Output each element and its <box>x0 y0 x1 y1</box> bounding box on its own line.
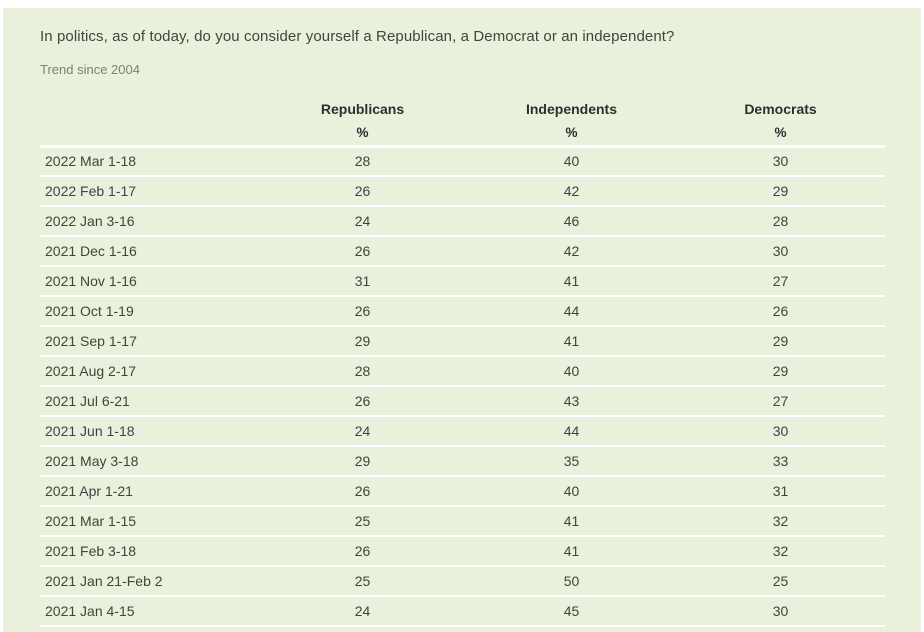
date-cell: 2021 Feb 3-18 <box>45 543 137 559</box>
date-cell: 2021 Apr 1-21 <box>45 483 133 499</box>
table-row: 2021 Aug 2-17 28 40 29 <box>40 356 885 386</box>
democrats-value: 30 <box>772 243 789 259</box>
independents-value: 41 <box>563 333 580 349</box>
table-header: Republicans Independents Democrats % % % <box>40 95 885 146</box>
date-cell: 2021 Jul 6-21 <box>45 393 130 409</box>
date-cell: 2021 Mar 1-15 <box>45 513 137 529</box>
date-cell: 2021 Aug 2-17 <box>45 363 137 379</box>
party-affiliation-table: Republicans Independents Democrats % % %… <box>40 95 885 627</box>
republicans-value: 24 <box>354 423 371 439</box>
republicans-value: 26 <box>354 243 371 259</box>
independents-value: 44 <box>563 423 580 439</box>
column-header-republicans: Republicans <box>320 101 405 117</box>
table-row: 2022 Feb 1-17 26 42 29 <box>40 176 885 206</box>
date-cell: 2021 May 3-18 <box>45 453 139 469</box>
independents-value: 50 <box>563 573 580 589</box>
republicans-value: 31 <box>354 273 371 289</box>
democrats-value: 30 <box>772 603 789 619</box>
republicans-value: 29 <box>354 333 371 349</box>
table-row: 2021 Jun 1-18 24 44 30 <box>40 416 885 446</box>
table-row: 2021 Apr 1-21 26 40 31 <box>40 476 885 506</box>
democrats-value: 25 <box>772 573 789 589</box>
republicans-value: 24 <box>354 603 371 619</box>
democrats-value: 32 <box>772 543 789 559</box>
republicans-value: 24 <box>354 213 371 229</box>
table-row: 2021 Nov 1-16 31 41 27 <box>40 266 885 296</box>
democrats-value: 30 <box>772 153 789 170</box>
date-cell: 2021 Jan 21-Feb 2 <box>45 573 163 589</box>
table-row: 2021 Jul 6-21 26 43 27 <box>40 386 885 416</box>
unit-cell-republicans: % <box>356 125 369 141</box>
independents-value: 41 <box>563 513 580 529</box>
table-row: 2021 Sep 1-17 29 41 29 <box>40 326 885 356</box>
republicans-value: 26 <box>354 393 371 409</box>
republicans-value: 25 <box>354 513 371 529</box>
table-row: 2022 Mar 1-18 28 40 30 <box>40 146 885 176</box>
table-row: 2022 Jan 3-16 24 46 28 <box>40 206 885 236</box>
republicans-value: 25 <box>354 573 371 589</box>
republicans-value: 26 <box>354 543 371 559</box>
independents-value: 41 <box>563 273 580 289</box>
date-cell: 2021 Oct 1-19 <box>45 303 134 319</box>
unit-cell-democrats: % <box>774 125 787 141</box>
page-title: In politics, as of today, do you conside… <box>40 28 675 45</box>
column-header-independents: Independents <box>525 101 617 117</box>
independents-value: 44 <box>563 303 580 319</box>
independents-value: 43 <box>563 393 580 409</box>
table-row: 2021 Jan 4-15 24 45 30 <box>40 596 885 626</box>
democrats-value: 32 <box>772 513 789 529</box>
independents-value: 45 <box>563 603 580 619</box>
independents-value: 40 <box>563 153 580 170</box>
date-cell: 2021 Nov 1-16 <box>45 273 137 289</box>
democrats-value: 26 <box>772 303 789 319</box>
independents-value: 40 <box>563 483 580 499</box>
poll-panel: In politics, as of today, do you conside… <box>3 8 921 632</box>
independents-value: 46 <box>563 213 580 229</box>
independents-value: 41 <box>563 543 580 559</box>
table-body: 2022 Mar 1-18 28 40 30 2022 Feb 1-17 26 … <box>40 146 885 626</box>
democrats-value: 29 <box>772 363 789 379</box>
table-row: 2021 Dec 1-16 26 42 30 <box>40 236 885 266</box>
date-cell: 2022 Jan 3-16 <box>45 213 135 229</box>
democrats-value: 30 <box>772 423 789 439</box>
independents-value: 42 <box>563 183 580 199</box>
republicans-value: 29 <box>354 453 371 469</box>
table-row: 2021 Oct 1-19 26 44 26 <box>40 296 885 326</box>
independents-value: 42 <box>563 243 580 259</box>
column-header-democrats: Democrats <box>744 101 817 117</box>
table-row: 2021 Jan 21-Feb 2 25 50 25 <box>40 566 885 596</box>
republicans-value: 28 <box>354 363 371 379</box>
unit-cell-independents: % <box>565 125 578 141</box>
date-cell: 2021 Jun 1-18 <box>45 423 135 439</box>
republicans-value: 26 <box>354 483 371 499</box>
table-row: 2021 May 3-18 29 35 33 <box>40 446 885 476</box>
republicans-value: 28 <box>354 153 371 170</box>
date-cell: 2022 Feb 1-17 <box>45 183 137 199</box>
table-row: 2021 Mar 1-15 25 41 32 <box>40 506 885 536</box>
unit-spacer <box>40 121 258 146</box>
date-cell: 2021 Dec 1-16 <box>45 243 137 259</box>
democrats-value: 27 <box>772 393 789 409</box>
table-row: 2021 Feb 3-18 26 41 32 <box>40 536 885 566</box>
democrats-value: 31 <box>772 483 789 499</box>
republicans-value: 26 <box>354 183 371 199</box>
independents-value: 35 <box>563 453 580 469</box>
republicans-value: 26 <box>354 303 371 319</box>
date-cell: 2022 Mar 1-18 <box>45 153 137 170</box>
democrats-value: 29 <box>772 333 789 349</box>
independents-value: 40 <box>563 363 580 379</box>
header-label-row: Republicans Independents Democrats <box>40 95 885 121</box>
header-date-spacer <box>40 95 258 121</box>
trend-subtitle: Trend since 2004 <box>40 62 140 77</box>
democrats-value: 28 <box>772 213 789 229</box>
date-cell: 2021 Sep 1-17 <box>45 333 137 349</box>
democrats-value: 33 <box>772 453 789 469</box>
democrats-value: 29 <box>772 183 789 199</box>
header-unit-row: % % % <box>40 121 885 146</box>
democrats-value: 27 <box>772 273 789 289</box>
date-cell: 2021 Jan 4-15 <box>45 603 135 619</box>
